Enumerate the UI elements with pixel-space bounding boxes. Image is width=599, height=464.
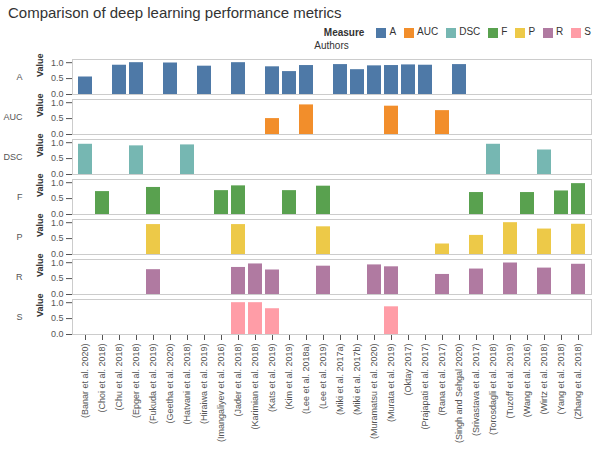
- svg-text:(Hiraiwa et al. 2019): (Hiraiwa et al. 2019): [199, 344, 209, 425]
- svg-text:Value: Value: [35, 93, 45, 117]
- svg-text:1.0: 1.0: [51, 58, 64, 68]
- svg-text:0.0: 0.0: [51, 289, 64, 300]
- svg-text:(Rana et al. 2017): (Rana et al. 2017): [437, 344, 447, 416]
- html-text:AUC: AUC: [417, 26, 439, 38]
- svg-text:(Lee et al. 2018a): (Lee et al. 2018a): [301, 344, 311, 415]
- svg-text:(Wirtz et al. 2018): (Wirtz et al. 2018): [539, 344, 549, 415]
- svg-text:A: A: [16, 72, 22, 82]
- html-text:A: A: [389, 26, 397, 38]
- svg-text:1.0: 1.0: [51, 98, 64, 108]
- svg-text:(Fukuda et al. 2019): (Fukuda et al. 2019): [148, 344, 158, 425]
- svg-text:(Jader et al. 2018): (Jader et al. 2018): [233, 344, 243, 417]
- svg-text:DSC: DSC: [3, 152, 23, 162]
- svg-text:0.0: 0.0: [51, 169, 64, 180]
- html-text:P: P: [528, 26, 536, 38]
- svg-text:(Prajapati et al. 2017): (Prajapati et al. 2017): [420, 344, 430, 430]
- svg-text:Value: Value: [35, 173, 45, 197]
- svg-text:0.0: 0.0: [51, 129, 64, 140]
- svg-text:(Kim et al. 2019): (Kim et al. 2019): [284, 344, 294, 410]
- html-text:Authors: Authors: [314, 40, 349, 51]
- svg-text:(Epger et al. 2018): (Epger et al. 2018): [131, 343, 141, 418]
- svg-text:1.0: 1.0: [51, 298, 64, 308]
- svg-text:AUC: AUC: [3, 112, 23, 122]
- svg-text:F: F: [17, 192, 23, 202]
- svg-text:(Kats et al. 2019): (Kats et al. 2019): [267, 344, 277, 413]
- svg-text:0.5: 0.5: [51, 193, 64, 203]
- svg-text:(Hatvani et al. 2018): (Hatvani et al. 2018): [182, 344, 192, 425]
- svg-text:0.5: 0.5: [51, 73, 64, 83]
- svg-text:Value: Value: [35, 53, 45, 77]
- svg-text:0.0: 0.0: [51, 209, 64, 220]
- svg-text:0.5: 0.5: [51, 273, 64, 283]
- svg-text:1.0: 1.0: [51, 218, 64, 228]
- svg-text:1.0: 1.0: [51, 178, 64, 188]
- svg-text:(Choi et al. 2018): (Choi et al. 2018): [97, 344, 107, 413]
- svg-text:0.5: 0.5: [51, 153, 64, 163]
- svg-text:0.0: 0.0: [51, 249, 64, 260]
- html-text:S: S: [584, 26, 591, 38]
- svg-text:P: P: [16, 232, 22, 242]
- svg-text:(Chu et al. 2018): (Chu et al. 2018): [114, 344, 124, 411]
- svg-text:(Karimian et al. 2018): (Karimian et al. 2018): [250, 344, 260, 430]
- html-text:R: R: [556, 26, 564, 38]
- svg-text:Value: Value: [35, 293, 45, 317]
- svg-text:Value: Value: [35, 213, 45, 237]
- svg-text:R: R: [16, 272, 23, 282]
- svg-text:(Tuzoff et al. 2019): (Tuzoff et al. 2019): [505, 344, 515, 419]
- html-text:Measure: Measure: [323, 26, 365, 38]
- svg-text:0.5: 0.5: [51, 233, 64, 243]
- html-text:F: F: [501, 26, 508, 38]
- svg-text:0.5: 0.5: [51, 113, 64, 123]
- svg-text:(Banar et al. 2020): (Banar et al. 2020): [80, 343, 90, 418]
- svg-text:(Wang et al. 2016): (Wang et al. 2016): [522, 344, 532, 418]
- html-text:Comparison of deep learning pe: Comparison of deep learning performance …: [8, 4, 342, 21]
- svg-text:(Torosdagli et al. 2018): (Torosdagli et al. 2018): [488, 344, 498, 436]
- svg-text:(Singh and Sehgal 2020): (Singh and Sehgal 2020): [454, 343, 464, 443]
- html-text:DSC: DSC: [459, 26, 481, 38]
- svg-text:0.5: 0.5: [51, 313, 64, 323]
- svg-text:(Zhang et al. 2018): (Zhang et al. 2018): [573, 344, 583, 420]
- svg-text:0.0: 0.0: [51, 329, 64, 339]
- svg-text:1.0: 1.0: [51, 258, 64, 268]
- svg-text:1.0: 1.0: [51, 138, 64, 148]
- svg-text:0.0: 0.0: [51, 89, 64, 100]
- svg-text:(Yang et al. 2018): (Yang et al. 2018): [556, 344, 566, 415]
- svg-text:(Miki et al. 2017a): (Miki et al. 2017a): [335, 343, 345, 415]
- svg-text:Value: Value: [35, 253, 45, 277]
- svg-text:(Srivastava et al. 2017): (Srivastava et al. 2017): [471, 343, 481, 436]
- svg-text:Value: Value: [35, 133, 45, 157]
- svg-text:(Oktay 2017): (Oktay 2017): [403, 344, 413, 396]
- svg-text:(Geetha et al. 2020): (Geetha et al. 2020): [165, 344, 175, 424]
- svg-text:(Miki et al. 2017b): (Miki et al. 2017b): [352, 343, 362, 415]
- svg-text:(Muramatsu et al. 2020): (Muramatsu et al. 2020): [369, 344, 379, 440]
- svg-text:(Lee et al. 2019): (Lee et al. 2019): [318, 343, 328, 409]
- svg-text:(Murata et al. 2019): (Murata et al. 2019): [386, 344, 396, 423]
- svg-text:S: S: [16, 312, 22, 322]
- svg-text:(Imangaliyev et al. 2016): (Imangaliyev et al. 2016): [216, 344, 226, 443]
